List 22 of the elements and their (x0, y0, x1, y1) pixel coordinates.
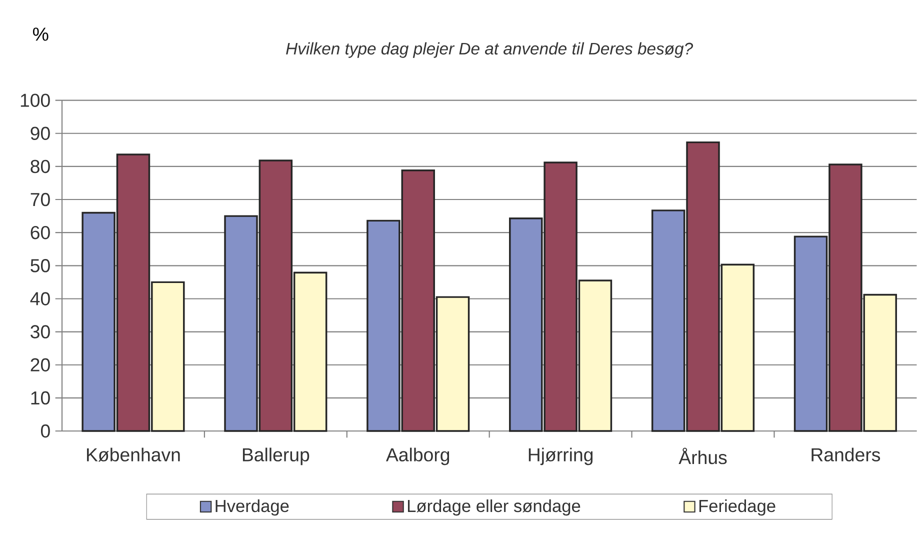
legend-label: Lørdage eller søndage (408, 499, 580, 516)
y-tick-label: 80 (30, 160, 50, 174)
y-axis-title: % (33, 28, 48, 41)
y-tick-label: 10 (31, 391, 50, 405)
x-tick-label: København (87, 448, 180, 462)
x-tick-label: Aalborg (386, 448, 450, 466)
x-tick-label: Randers (812, 448, 880, 462)
x-tick-label: Århus (678, 448, 727, 464)
y-tick-label: 0 (40, 424, 50, 438)
y-tick-label: 50 (30, 259, 50, 272)
legend-label: Feriedage (699, 499, 776, 516)
y-tick-label: 40 (30, 292, 50, 306)
y-tick-label: 70 (30, 192, 50, 206)
y-tick-label: 100 (20, 94, 50, 107)
x-tick-label: Hjørring (528, 448, 593, 466)
y-tick-label: 20 (30, 358, 50, 372)
x-tick-label: Ballerup (242, 448, 310, 466)
y-tick-label: 90 (30, 126, 50, 140)
chart-title: Hvilken type dag plejer De at anvende til Deres besøg? (286, 42, 694, 58)
legend-label: Hverdage (216, 499, 289, 516)
y-tick-label: 60 (30, 226, 50, 240)
y-tick-label: 30 (30, 325, 50, 338)
